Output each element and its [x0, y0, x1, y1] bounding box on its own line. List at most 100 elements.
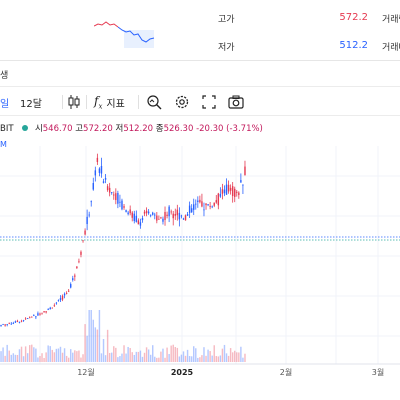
volume-bar: [82, 354, 84, 362]
volume-bar: [121, 353, 123, 362]
volume-bar: [86, 335, 88, 362]
candle-body: [143, 211, 146, 214]
volume-bar: [141, 356, 144, 362]
candle-body: [172, 213, 174, 219]
volume-bar: [45, 352, 47, 362]
volume-bar: [131, 352, 133, 362]
settings-button[interactable]: [174, 87, 190, 117]
volume-bar: [168, 354, 170, 362]
open-value: 546.70: [42, 124, 73, 134]
volume-bar: [172, 344, 174, 362]
candle-body: [225, 184, 228, 195]
candle-body: [6, 324, 8, 325]
volume-bar: [26, 353, 29, 362]
candle-body: [203, 209, 205, 211]
candle-body: [180, 215, 183, 217]
candle-body: [113, 194, 115, 196]
period-day-button[interactable]: 일: [0, 87, 9, 117]
volume-bar: [193, 346, 195, 362]
candle-type-button[interactable]: [68, 87, 80, 117]
candle-body: [0, 325, 2, 327]
volume-bar: [111, 352, 113, 362]
candle-body: [119, 201, 121, 203]
volume-bar: [18, 349, 21, 362]
candle-body: [49, 307, 51, 310]
candle-body: [213, 202, 215, 206]
volume-bar: [108, 352, 111, 362]
candlestick-plot[interactable]: 12월 2025 2월 3월: [0, 116, 400, 400]
screenshot-button[interactable]: [228, 87, 244, 117]
fx-icon: fx: [94, 93, 103, 111]
candle-body: [131, 212, 133, 218]
candle-body: [74, 275, 76, 277]
candle-body: [55, 302, 58, 304]
volume-bar: [176, 347, 179, 362]
candle-body: [106, 186, 109, 191]
tab-partial-label[interactable]: 생: [0, 71, 9, 81]
volume-bar: [242, 357, 244, 362]
close-label: 종: [155, 124, 164, 134]
candle-body: [168, 206, 170, 217]
volume-bar: [6, 344, 8, 362]
volume-bar: [180, 354, 183, 362]
candle-body: [121, 200, 123, 210]
volume-bar: [164, 357, 166, 362]
candle-body: [156, 215, 158, 221]
candle-body: [65, 292, 68, 294]
candle-body: [127, 212, 129, 215]
volume-bar: [94, 327, 97, 362]
volume-bar: [72, 352, 74, 362]
high-value-chart: 572.20: [83, 124, 113, 134]
candle-body: [141, 218, 144, 221]
candle-body: [22, 320, 25, 322]
volume-bar: [70, 349, 72, 362]
candle-body: [199, 199, 201, 203]
high-label: 고가: [218, 15, 235, 25]
volume-bars: [0, 310, 246, 362]
period-day-label: 일: [0, 98, 10, 110]
volume-bar: [234, 350, 236, 362]
volume-bar: [229, 348, 232, 362]
volume-bar: [16, 354, 19, 362]
candle-body: [61, 295, 64, 300]
volume-bar: [182, 351, 185, 362]
candle-body: [188, 205, 191, 213]
volume-bar: [29, 345, 31, 362]
candle-body: [33, 315, 35, 316]
volume-bar: [139, 350, 142, 362]
candle-body: [43, 311, 45, 313]
compare-button[interactable]: [146, 87, 162, 117]
candle-body: [31, 316, 33, 318]
period-12month-button[interactable]: 12달: [20, 87, 42, 117]
fullscreen-button[interactable]: [202, 87, 216, 117]
candle-body: [229, 187, 232, 191]
candle-body: [47, 309, 49, 310]
chart-toolbar: 일 12달 fx 지표: [0, 86, 400, 116]
candle-body: [223, 189, 226, 194]
ohlc-legend: BIT 시546.70 고572.20 저512.20 종526.30 -20.…: [0, 122, 263, 134]
volume-bar: [205, 355, 207, 362]
volume-bar: [76, 351, 78, 362]
indicator-button[interactable]: fx 지표: [94, 87, 125, 117]
price-summary: 고가 572.2 거래량 저가 512.2 거래대금: [0, 0, 400, 60]
volume-bar: [221, 348, 224, 362]
candle-body: [145, 210, 148, 214]
volume-bar: [162, 348, 164, 362]
candle-body: [197, 200, 199, 203]
volume-bar: [39, 356, 41, 362]
candle-body: [162, 218, 164, 222]
candle-body: [100, 166, 103, 174]
candle-body: [8, 322, 10, 324]
volume-bar: [145, 347, 148, 362]
candle-body: [219, 193, 222, 197]
candle-body: [2, 324, 4, 326]
volume-bar: [37, 357, 39, 362]
volume-bar: [10, 354, 12, 362]
change-percent: (-3.71%): [226, 124, 263, 134]
volume-bar: [209, 351, 211, 362]
volume-bar: [227, 355, 230, 362]
price-chart[interactable]: BIT 시546.70 고572.20 저512.20 종526.30 -20.…: [0, 116, 400, 400]
volume-bar: [190, 356, 193, 362]
volume-bar: [90, 310, 92, 362]
volume-bar: [154, 356, 156, 362]
